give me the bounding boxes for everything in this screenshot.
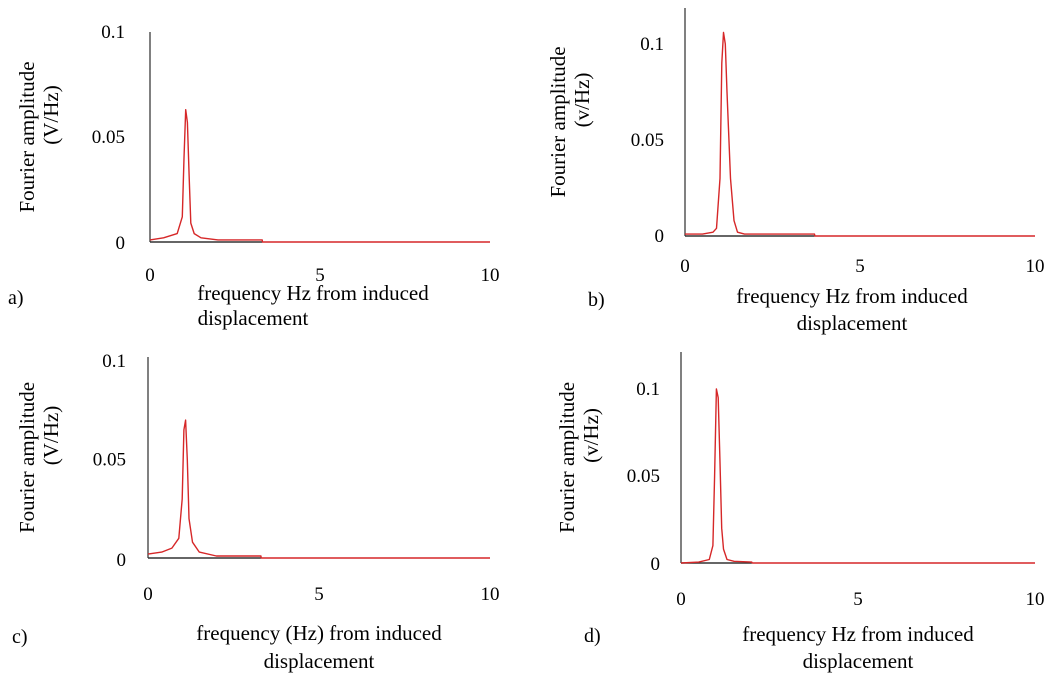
y-axis-label-line1: Fourier amplitude [555, 382, 579, 533]
x-axis-label-line1: frequency Hz from induced [197, 281, 429, 305]
panel-d: Fourier amplitude (v/Hz) 0 0.05 0.1 0 5 … [555, 352, 1045, 673]
y-tick-label-0: 0 [117, 550, 127, 571]
panel-c: Fourier amplitude (V/Hz) 0 0.05 0.1 0 5 … [12, 351, 500, 673]
series-line [149, 109, 490, 243]
x-axis-label-line2: displacement [797, 311, 908, 335]
series-line [147, 419, 490, 559]
x-tick-label-2: 10 [1026, 256, 1045, 277]
y-axis-label-line2: (v/Hz) [570, 73, 594, 128]
x-axis-label-line2: displacement [803, 649, 914, 673]
y-tick-label-2: 0.1 [101, 22, 125, 43]
x-axis-label-line1: frequency Hz from induced [742, 622, 974, 646]
panel-letter: b) [588, 289, 605, 311]
x-tick-label-0: 0 [145, 265, 155, 286]
y-tick-label-0: 0 [651, 554, 661, 575]
panel-b: Fourier amplitude (v/Hz) 0 0.05 0.1 0 5 … [546, 8, 1045, 335]
x-tick-label-1: 5 [853, 589, 863, 610]
y-axis-label-line1: Fourier amplitude [15, 61, 39, 212]
panel-letter: d) [584, 625, 601, 647]
x-tick-label-0: 0 [143, 584, 153, 605]
x-axis-label-line2: displacement [198, 306, 309, 330]
x-axis-label-line1: frequency Hz from induced [736, 284, 968, 308]
y-axis-label-line2: (V/Hz) [39, 406, 63, 465]
x-axis-label-line2: displacement [264, 649, 375, 673]
x-tick-label-1: 5 [314, 584, 324, 605]
x-tick-label-2: 10 [481, 265, 500, 286]
y-axis-label-line1: Fourier amplitude [15, 382, 39, 533]
panel-letter: a) [8, 287, 24, 309]
y-tick-label-2: 0.1 [102, 351, 126, 372]
x-tick-label-1: 5 [315, 265, 325, 286]
y-tick-label-2: 0.1 [640, 34, 664, 55]
y-tick-label-0: 0 [116, 233, 126, 254]
x-tick-label-0: 0 [680, 256, 690, 277]
series-line [680, 388, 1035, 564]
y-tick-label-2: 0.1 [636, 379, 660, 400]
y-axis-label-line2: (v/Hz) [579, 408, 603, 463]
x-tick-label-2: 10 [481, 584, 500, 605]
y-axis-label-line1: Fourier amplitude [546, 46, 570, 197]
y-tick-label-1: 0.05 [627, 466, 660, 487]
y-tick-label-1: 0.05 [631, 130, 664, 151]
y-tick-label-1: 0.05 [92, 127, 125, 148]
x-tick-label-0: 0 [676, 589, 686, 610]
series-line [685, 31, 1035, 237]
x-axis-label-line1: frequency (Hz) from induced [196, 621, 442, 645]
x-tick-label-2: 10 [1026, 589, 1045, 610]
y-tick-label-0: 0 [655, 226, 665, 247]
panel-a: Fourier amplitude (V/Hz) 0 0.05 0.1 0 5 … [8, 22, 500, 330]
y-axis-label-line2: (V/Hz) [39, 85, 63, 144]
panel-letter: c) [12, 626, 28, 648]
y-tick-label-1: 0.05 [93, 450, 126, 471]
x-tick-label-1: 5 [855, 256, 865, 277]
